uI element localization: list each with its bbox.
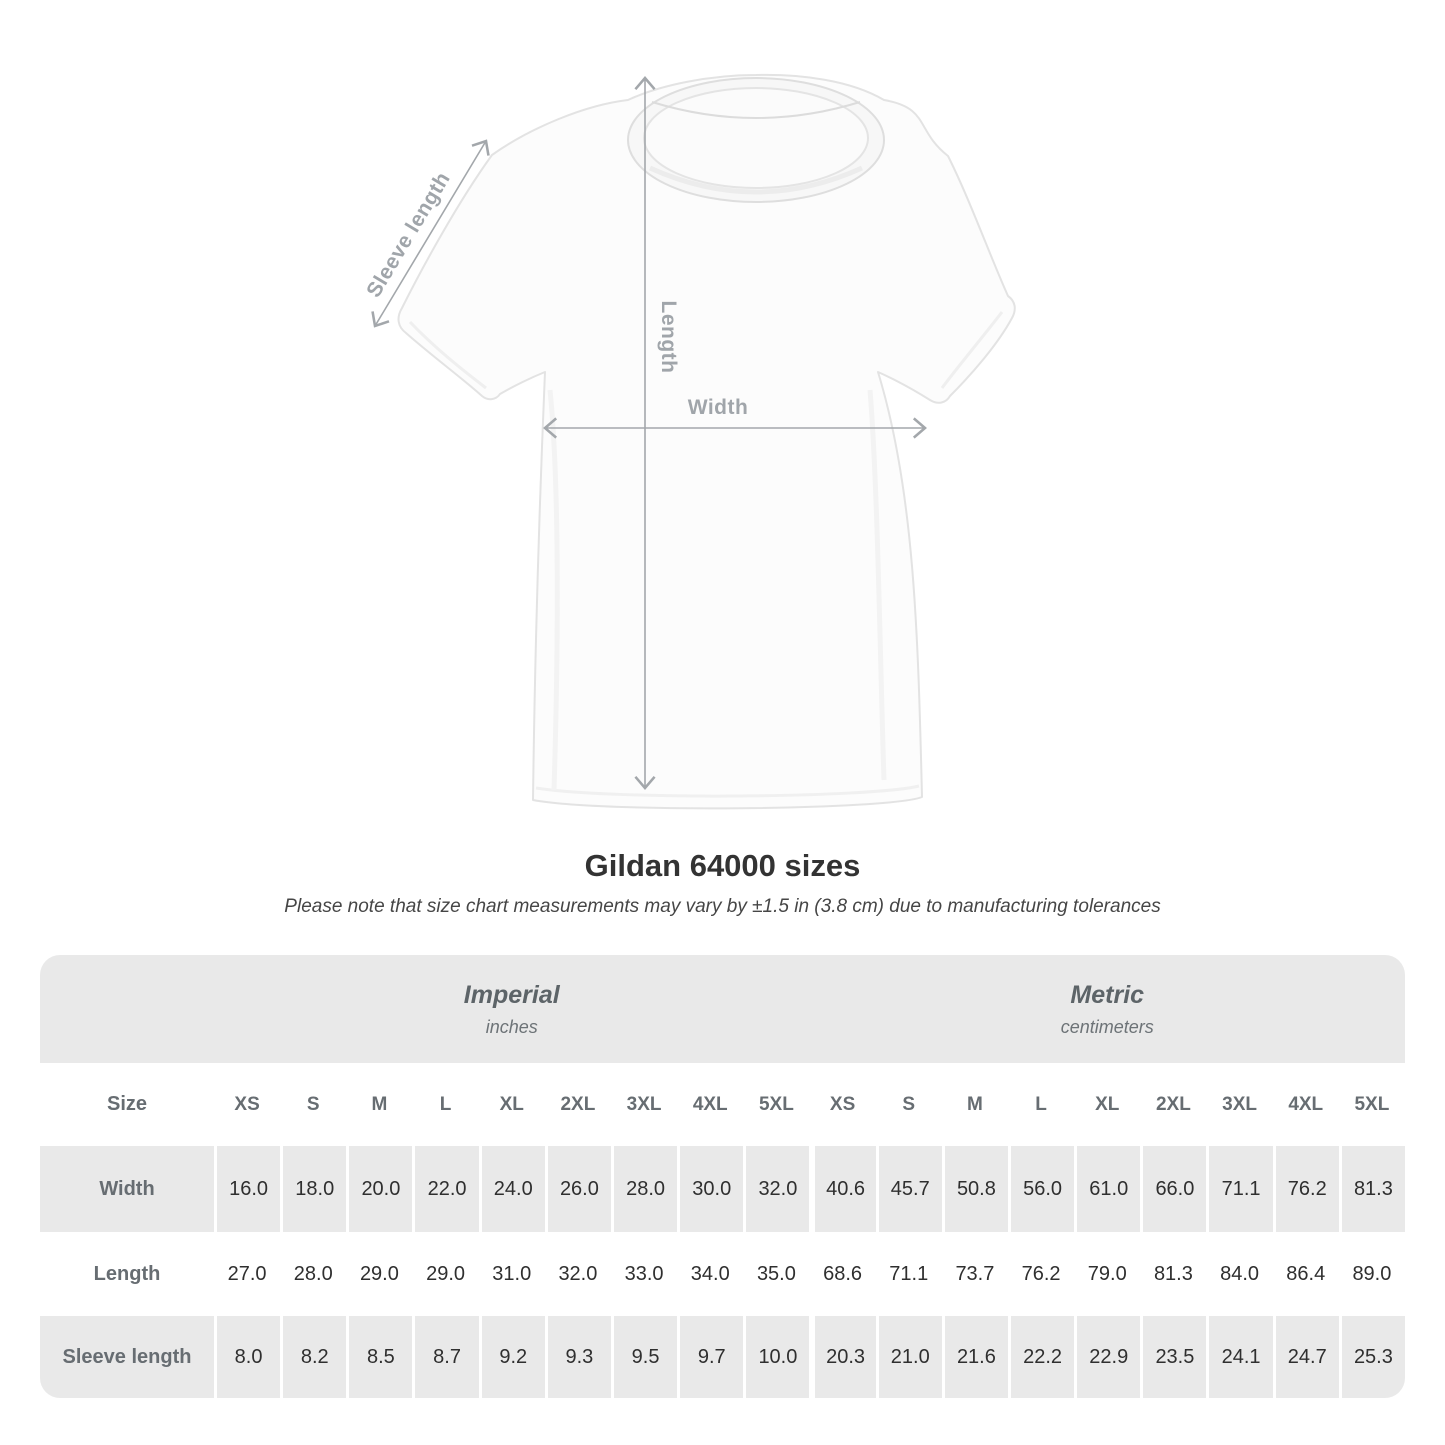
table-cell: 71.1 [889,1262,929,1285]
size-col-header: M [966,1093,983,1115]
table-cell: 10.0 [743,1316,810,1398]
size-col-header: XL [499,1093,524,1115]
metric-section-header: Metric centimeters [809,955,1405,1063]
table-cell: 25.3 [1338,1316,1405,1398]
metric-title: Metric [1070,980,1145,1009]
size-col-header: L [439,1093,452,1115]
size-col-header: XS [829,1093,856,1115]
table-cell: 18.0 [280,1146,347,1232]
table-cell: 8.0 [214,1316,281,1398]
tshirt-image [371,73,1016,810]
table-cell: 68.6 [823,1262,863,1285]
length-row-label: Length [93,1262,161,1285]
table-cell: 45.7 [875,1146,942,1232]
width-row-label: Width [40,1146,214,1232]
table-cell: 21.6 [941,1316,1008,1398]
table-cell: 23.5 [1140,1316,1207,1398]
table-cell: 20.3 [809,1316,876,1398]
table-cell: 22.9 [1074,1316,1141,1398]
page-title: Gildan 64000 sizes [584,848,861,883]
table-cell: 22.0 [412,1146,479,1232]
table-cell: 9.2 [478,1316,545,1398]
table-cell: 56.0 [1007,1146,1075,1232]
size-col-header: 3XL [1222,1093,1257,1115]
table-cell: 84.0 [1220,1262,1260,1285]
size-table: Imperial inches Metric centimeters Size … [40,955,1405,1398]
table-cell: 32.0 [558,1262,598,1285]
table-cell: 76.2 [1272,1146,1339,1232]
size-col-header: 5XL [758,1093,794,1115]
table-cell: 24.1 [1206,1316,1273,1398]
table-cell: 24.0 [478,1146,545,1232]
table-cell: 40.6 [809,1146,876,1232]
table-cell: 9.3 [544,1316,611,1398]
table-corner [40,955,214,1063]
tolerance-note: Please note that size chart measurements… [284,896,1161,917]
table-cell: 89.0 [1352,1262,1392,1285]
table-cell: 30.0 [677,1146,744,1232]
table-cell: 81.3 [1338,1146,1405,1232]
table-cell: 24.7 [1272,1316,1339,1398]
sleeve-arrow [371,139,490,328]
table-cell: 34.0 [690,1262,730,1285]
table-cell: 9.7 [677,1316,744,1398]
metric-unit: centimeters [1060,1016,1154,1037]
table-cell: 29.0 [359,1262,399,1285]
size-col-header: 3XL [626,1093,662,1115]
size-col-header: 4XL [1288,1093,1324,1115]
size-col-header: 4XL [692,1093,728,1115]
table-cell: 8.5 [346,1316,413,1398]
tshirt-silhouette [397,73,1016,810]
table-cell: 71.1 [1206,1146,1273,1232]
table-cell: 8.2 [280,1316,347,1398]
table-cell: 20.0 [346,1146,413,1232]
size-col-header: 5XL [1354,1093,1390,1115]
measurement-arrows [371,76,927,790]
table-cell: 27.0 [227,1262,267,1285]
table-cell: 33.0 [624,1262,664,1285]
table-cell: 86.4 [1286,1262,1326,1285]
table-cell: 16.0 [214,1146,281,1232]
sleeve-row-label: Sleeve length [40,1316,214,1398]
table-cell: 76.2 [1021,1262,1061,1285]
imperial-section-header: Imperial inches [214,955,810,1063]
imperial-title: Imperial [463,980,560,1009]
size-col-header: 2XL [560,1093,596,1115]
table-cell: 28.0 [293,1262,333,1285]
table-cell: 73.7 [955,1262,995,1285]
size-col-header: 2XL [1155,1093,1191,1115]
size-col-header: S [902,1093,916,1115]
size-col-header: S [306,1093,320,1115]
table-cell: 50.8 [941,1146,1008,1232]
size-col-header: M [371,1093,388,1115]
table-cell: 8.7 [412,1316,479,1398]
table-cell: 29.0 [426,1262,466,1285]
table-cell: 28.0 [610,1146,678,1232]
table-cell: 31.0 [492,1262,532,1285]
width-label: Width [687,396,749,419]
length-label: Length [657,300,680,374]
imperial-unit: inches [485,1016,538,1037]
size-col-header: XS [234,1093,260,1115]
table-cell: 22.2 [1007,1316,1075,1398]
size-col-header: XL [1095,1093,1120,1115]
table-cell: 32.0 [743,1146,810,1232]
size-row-label: Size [106,1093,148,1115]
table-cell: 79.0 [1087,1262,1127,1285]
table-cell: 66.0 [1140,1146,1207,1232]
table-cell: 35.0 [756,1262,796,1285]
table-cell: 61.0 [1074,1146,1141,1232]
table-cell: 26.0 [544,1146,611,1232]
size-col-header: L [1035,1093,1047,1115]
table-cell: 9.5 [610,1316,678,1398]
table-cell: 81.3 [1153,1262,1193,1285]
table-cell: 21.0 [875,1316,942,1398]
